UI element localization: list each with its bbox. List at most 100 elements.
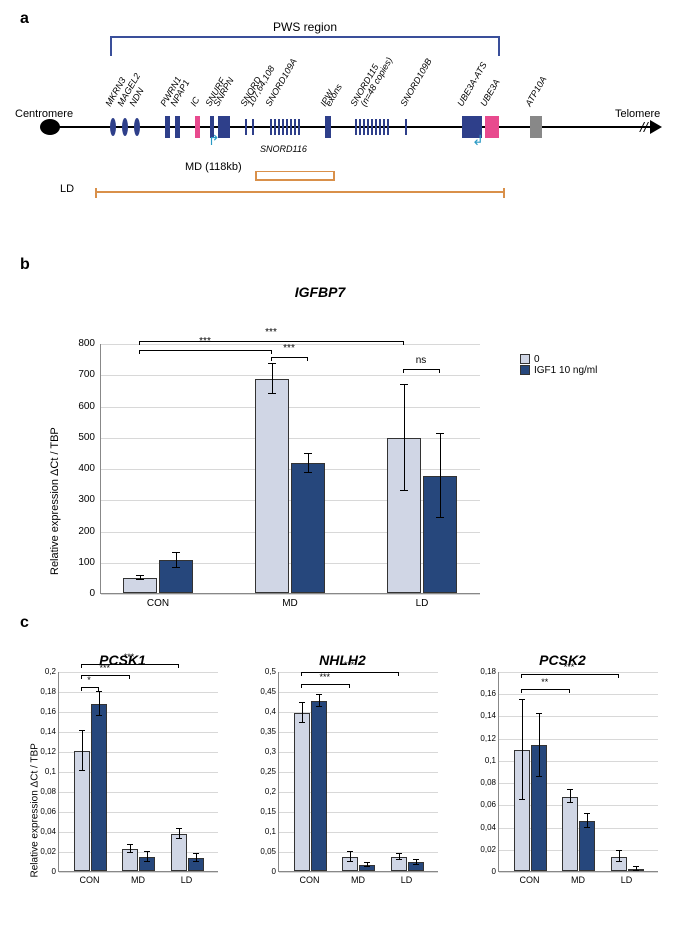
gene-line (286, 119, 288, 135)
sig-tick (271, 350, 272, 354)
y-tick-label: 0,08 (464, 778, 496, 787)
chart-b-container: IGFBP7 0 IGF1 10 ng/ml Relative expressi… (20, 284, 620, 614)
y-tick-label: 0,02 (464, 845, 496, 854)
gene-rect (218, 116, 230, 138)
grid-line (59, 872, 218, 873)
panel-a: a PWS region Centromere Telomere // MKRN… (20, 10, 665, 236)
sig-tick (398, 672, 399, 676)
sig-tick (81, 687, 82, 691)
error-cap (584, 813, 590, 814)
sig-text: *** (337, 660, 361, 670)
y-tick-label: 400 (65, 463, 95, 474)
error-bar (302, 703, 303, 723)
gene-line (274, 119, 276, 135)
bar (311, 701, 327, 871)
gene-label: exons (323, 82, 344, 108)
ld-bracket (95, 191, 505, 193)
sig-tick (301, 672, 302, 676)
y-tick-label: 0,02 (24, 847, 56, 856)
x-tick-label: CON (122, 598, 194, 609)
sig-tick (307, 357, 308, 361)
panel-b: b IGFBP7 0 IGF1 10 ng/ml Relative expres… (20, 256, 665, 614)
y-tick-label: 0,1 (24, 767, 56, 776)
x-tick-label: MD (561, 875, 595, 885)
gene-line (252, 119, 254, 135)
grid-line (59, 712, 218, 713)
y-tick-label: 0,25 (244, 767, 276, 776)
error-cap (413, 864, 419, 865)
error-cap (364, 862, 370, 863)
error-cap (347, 861, 353, 862)
figure: a PWS region Centromere Telomere // MKRN… (0, 0, 685, 912)
error-cap (347, 851, 353, 852)
y-tick-label: 0,04 (464, 823, 496, 832)
x-tick-label: MD (254, 598, 326, 609)
sig-line (403, 369, 439, 370)
error-cap (127, 852, 133, 853)
error-cap (536, 713, 542, 714)
sig-line (301, 684, 350, 685)
y-tick-label: 0,3 (244, 747, 276, 756)
gene-rect (530, 116, 542, 138)
grid-line (279, 872, 438, 873)
panel-b-label: b (20, 256, 665, 274)
gene-line (375, 119, 377, 135)
gene-line (245, 119, 247, 135)
error-cap (304, 472, 312, 473)
axis-break-icon: // (640, 119, 648, 135)
panel-c-charts: PCSK1Relative expression ΔCt / TBP00,020… (20, 652, 665, 902)
gene-line (387, 119, 389, 135)
y-tick-label: 0,15 (244, 807, 276, 816)
y-tick-label: 800 (65, 338, 95, 349)
y-tick-label: 0,04 (24, 827, 56, 836)
gene-oval (134, 118, 140, 136)
sig-tick (349, 684, 350, 688)
x-tick-label: LD (390, 875, 424, 885)
md-label: MD (118kb) (185, 161, 242, 173)
small-chart: PCSK1Relative expression ΔCt / TBP00,020… (20, 652, 225, 902)
y-tick-label: 0,1 (244, 827, 276, 836)
y-tick-label: 0,14 (24, 727, 56, 736)
sig-tick (403, 341, 404, 345)
gene-diagram: PWS region Centromere Telomere // MKRN3M… (20, 36, 665, 236)
y-tick-label: 700 (65, 369, 95, 380)
arrow-ube3a-icon: ↲ (472, 132, 484, 149)
error-cap (79, 730, 85, 731)
y-tick-label: 0,16 (24, 707, 56, 716)
error-cap (316, 706, 322, 707)
x-tick-label: LD (170, 875, 204, 885)
error-cap (268, 363, 276, 364)
sig-tick (139, 350, 140, 354)
md-bracket (255, 171, 335, 181)
ld-label: LD (60, 183, 74, 195)
gene-line (278, 119, 280, 135)
error-cap (519, 699, 525, 700)
grid-line (59, 692, 218, 693)
gene-rect (175, 116, 180, 138)
sig-line (81, 687, 98, 688)
y-tick-label: 0,45 (244, 687, 276, 696)
gene-rect (165, 116, 170, 138)
y-tick-label: 0,14 (464, 711, 496, 720)
x-tick-label: CON (513, 875, 547, 885)
x-tick-label: MD (341, 875, 375, 885)
y-tick-label: 0 (464, 867, 496, 876)
y-tick-label: 300 (65, 494, 95, 505)
error-cap (567, 789, 573, 790)
error-cap (96, 691, 102, 692)
sig-tick (98, 687, 99, 691)
panel-c-label: c (20, 614, 665, 632)
bar (91, 704, 107, 871)
gene-label: SNORD109B (398, 57, 433, 108)
grid-line (101, 438, 480, 439)
sig-text: *** (274, 343, 304, 354)
sig-tick (129, 675, 130, 679)
y-tick-label: 0,2 (24, 667, 56, 676)
gene-label: ATP10A (523, 75, 548, 108)
error-cap (567, 802, 573, 803)
error-bar (522, 700, 523, 800)
panel-a-label: a (20, 10, 665, 28)
gene-line (282, 119, 284, 135)
y-tick-label: 0,06 (24, 807, 56, 816)
grid-line (499, 694, 658, 695)
